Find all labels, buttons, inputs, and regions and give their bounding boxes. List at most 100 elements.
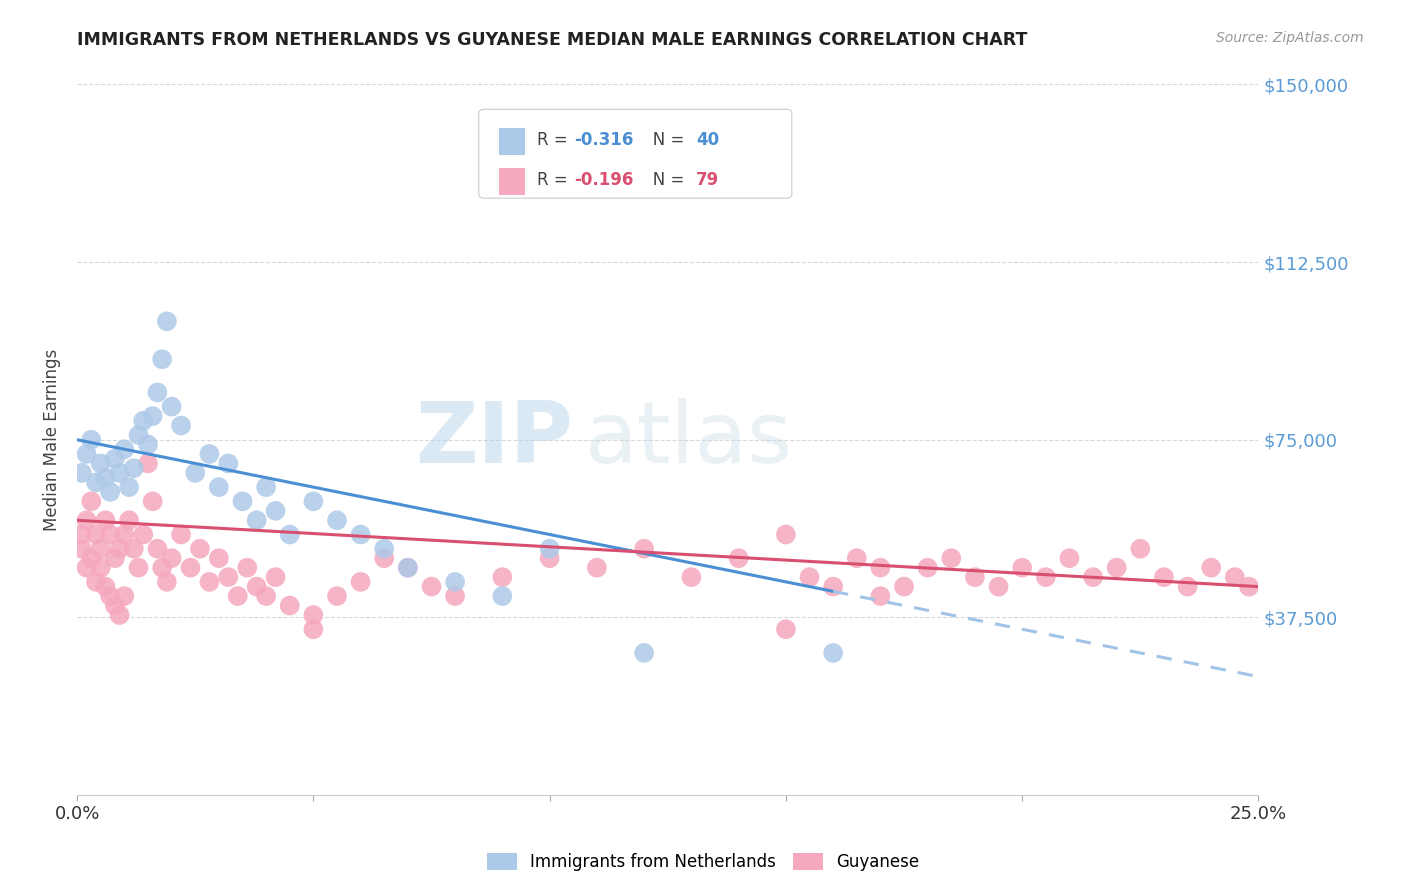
- Point: [156, 314, 179, 328]
- Point: [80, 551, 103, 566]
- Point: [444, 589, 467, 603]
- Point: [396, 560, 419, 574]
- Point: [70, 466, 93, 480]
- Point: [150, 560, 173, 574]
- Point: [90, 541, 112, 556]
- Point: [160, 551, 183, 566]
- Point: [118, 513, 141, 527]
- Point: [302, 494, 325, 508]
- Point: [1035, 570, 1057, 584]
- Point: [208, 551, 231, 566]
- Point: [444, 574, 467, 589]
- Point: [302, 608, 325, 623]
- Point: [326, 589, 349, 603]
- Point: [84, 527, 107, 541]
- Text: -0.316: -0.316: [575, 131, 634, 149]
- Point: [823, 646, 845, 660]
- Point: [254, 480, 277, 494]
- Point: [84, 475, 107, 490]
- Point: [396, 560, 419, 574]
- Point: [231, 494, 253, 508]
- Point: [112, 442, 135, 457]
- Point: [893, 580, 915, 594]
- Point: [94, 513, 117, 527]
- Text: N =: N =: [637, 171, 690, 189]
- Point: [349, 574, 371, 589]
- Point: [112, 589, 135, 603]
- Point: [799, 570, 821, 584]
- Point: [132, 414, 155, 428]
- Point: [1237, 580, 1260, 594]
- Point: [84, 574, 107, 589]
- Point: [122, 461, 145, 475]
- Text: atlas: atlas: [585, 398, 793, 482]
- Point: [869, 589, 891, 603]
- Point: [373, 551, 395, 566]
- Legend: Immigrants from Netherlands, Guyanese: Immigrants from Netherlands, Guyanese: [478, 845, 928, 880]
- Point: [373, 541, 395, 556]
- Point: [170, 527, 193, 541]
- Point: [1199, 560, 1222, 574]
- Point: [104, 551, 127, 566]
- Point: [226, 589, 249, 603]
- Point: [90, 457, 112, 471]
- Bar: [499, 128, 524, 155]
- Point: [80, 494, 103, 508]
- Point: [136, 437, 159, 451]
- Point: [76, 447, 98, 461]
- Text: IMMIGRANTS FROM NETHERLANDS VS GUYANESE MEDIAN MALE EARNINGS CORRELATION CHART: IMMIGRANTS FROM NETHERLANDS VS GUYANESE …: [77, 31, 1028, 49]
- Point: [236, 560, 259, 574]
- Point: [586, 560, 609, 574]
- Point: [302, 622, 325, 636]
- Point: [264, 504, 287, 518]
- Point: [170, 418, 193, 433]
- Point: [146, 541, 169, 556]
- Point: [94, 580, 117, 594]
- Point: [491, 589, 513, 603]
- Point: [246, 513, 269, 527]
- Point: [681, 570, 703, 584]
- Point: [179, 560, 201, 574]
- Point: [128, 560, 150, 574]
- Bar: [499, 169, 524, 195]
- Point: [208, 480, 231, 494]
- Point: [128, 428, 150, 442]
- Point: [1223, 570, 1246, 584]
- Point: [98, 527, 121, 541]
- Point: [963, 570, 986, 584]
- Point: [76, 560, 98, 574]
- Text: ZIP: ZIP: [416, 398, 574, 482]
- Point: [1153, 570, 1175, 584]
- Point: [420, 580, 443, 594]
- Point: [1129, 541, 1152, 556]
- Text: 79: 79: [696, 171, 720, 189]
- Point: [98, 484, 121, 499]
- Point: [1081, 570, 1104, 584]
- Text: R =: R =: [537, 131, 572, 149]
- Point: [633, 541, 655, 556]
- Text: N =: N =: [637, 131, 690, 149]
- Point: [217, 570, 239, 584]
- Point: [1011, 560, 1033, 574]
- Point: [150, 352, 173, 367]
- Point: [254, 589, 277, 603]
- Point: [76, 513, 98, 527]
- Point: [184, 466, 207, 480]
- Point: [633, 646, 655, 660]
- Point: [70, 527, 93, 541]
- Point: [94, 470, 117, 484]
- Point: [1059, 551, 1081, 566]
- Text: 40: 40: [696, 131, 720, 149]
- Point: [246, 580, 269, 594]
- Point: [108, 608, 131, 623]
- Point: [108, 466, 131, 480]
- Point: [142, 494, 165, 508]
- Point: [80, 433, 103, 447]
- Point: [104, 599, 127, 613]
- Point: [823, 580, 845, 594]
- Text: -0.196: -0.196: [575, 171, 634, 189]
- Point: [278, 599, 301, 613]
- Point: [217, 457, 239, 471]
- Point: [160, 400, 183, 414]
- Point: [538, 541, 561, 556]
